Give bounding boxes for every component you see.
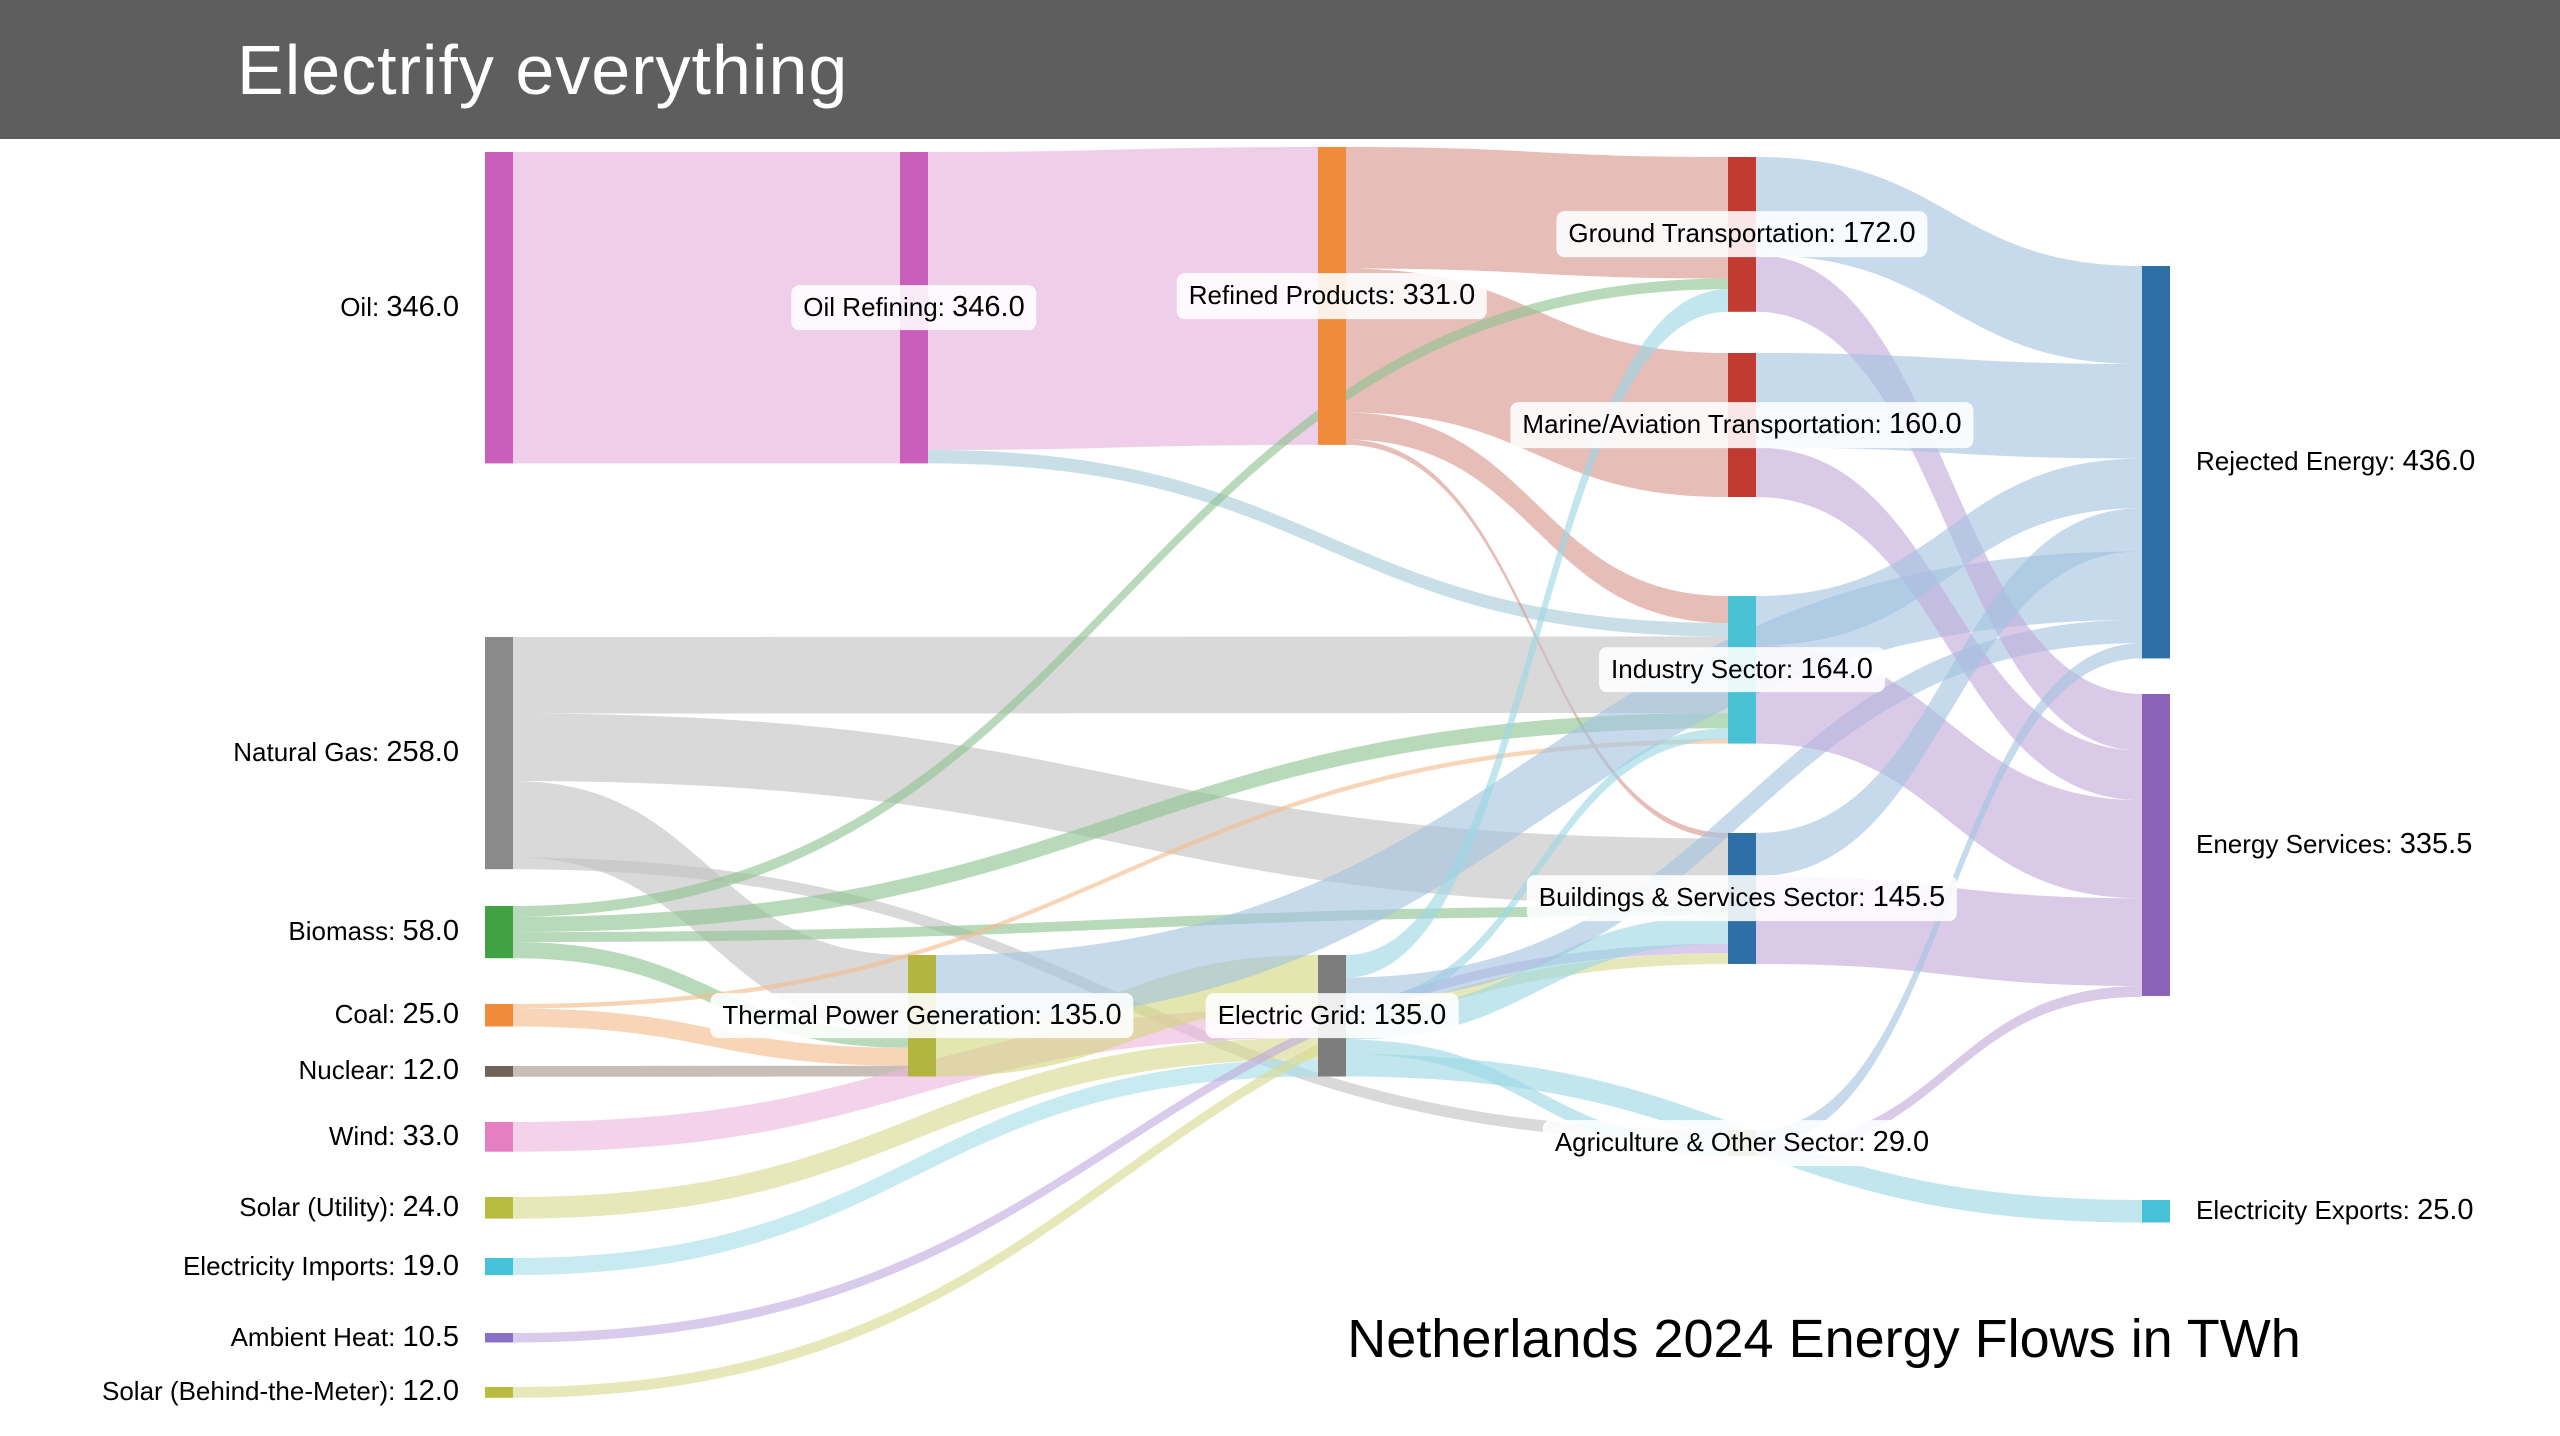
flow-ground-transportation-to-rejected — [1756, 157, 2142, 365]
flow-biomass-to-ground-transportation — [513, 278, 1728, 917]
flow-thermal-power-to-rejected — [936, 551, 2142, 1024]
flow-oil-refining-to-industry — [928, 449, 1728, 637]
header-bar: Electrify everything — [0, 0, 2560, 139]
node-agriculture — [1728, 1130, 1756, 1157]
flow-agriculture-to-energy-services — [1756, 986, 2142, 1157]
node-electric-grid — [1318, 955, 1346, 1077]
node-oil-refining — [900, 152, 928, 464]
node-rejected — [2142, 266, 2170, 659]
node-solar-btm — [485, 1387, 513, 1398]
node-energy-services — [2142, 694, 2170, 996]
flow-industry-to-energy-services — [1756, 645, 2142, 899]
flow-oil-to-oil-refining — [513, 152, 900, 464]
flow-marine-aviation-to-energy-services — [1756, 447, 2142, 801]
node-natural-gas — [485, 637, 513, 870]
node-marine-aviation — [1728, 353, 1756, 497]
flow-ambient-heat-to-buildings — [513, 943, 1728, 1343]
flow-electric-grid-to-industry — [1346, 728, 1728, 1012]
flow-refined-products-to-ground-transportation — [1346, 147, 1728, 279]
flow-refined-products-to-industry — [1346, 412, 1728, 623]
chart-caption: Netherlands 2024 Energy Flows in TWh — [1347, 1309, 2301, 1369]
node-nuclear — [485, 1066, 513, 1077]
flow-buildings-to-rejected — [1756, 508, 2142, 877]
node-refined-products — [1318, 147, 1346, 445]
flow-natural-gas-to-thermal-power — [513, 781, 908, 1032]
flow-electric-grid-to-agriculture — [1346, 1039, 1728, 1157]
node-buildings — [1728, 833, 1756, 964]
flow-oil-refining-to-refined-products — [928, 147, 1318, 450]
flow-coal-to-industry — [513, 739, 1728, 1009]
node-biomass — [485, 906, 513, 959]
node-thermal-power — [908, 955, 936, 1077]
node-solar-utility — [485, 1197, 513, 1219]
flow-marine-aviation-to-rejected — [1756, 353, 2142, 459]
flow-electric-grid-to-rejected — [1346, 619, 2142, 1001]
node-oil — [485, 152, 513, 464]
node-coal — [485, 1004, 513, 1027]
node-ambient-heat — [485, 1333, 513, 1343]
flow-electric-grid-to-ground-transportation — [1346, 289, 1728, 978]
slide-title: Electrify everything — [237, 30, 849, 109]
node-electricity-imports — [485, 1258, 513, 1276]
flow-solar-btm-to-buildings — [513, 953, 1728, 1398]
flow-nuclear-to-thermal-power — [513, 1065, 908, 1077]
flow-electricity-imports-to-electric-grid — [513, 1059, 1318, 1276]
node-ground-transportation — [1728, 157, 1756, 312]
flow-solar-utility-to-electric-grid — [513, 1037, 1318, 1219]
node-industry — [1728, 596, 1756, 744]
flow-ground-transportation-to-energy-services — [1756, 255, 2142, 751]
flow-natural-gas-to-industry — [513, 636, 1728, 714]
flow-biomass-to-industry — [513, 713, 1728, 933]
node-wind — [485, 1122, 513, 1152]
flow-industry-to-rejected — [1756, 458, 2142, 646]
node-electricity-exports — [2142, 1200, 2170, 1223]
